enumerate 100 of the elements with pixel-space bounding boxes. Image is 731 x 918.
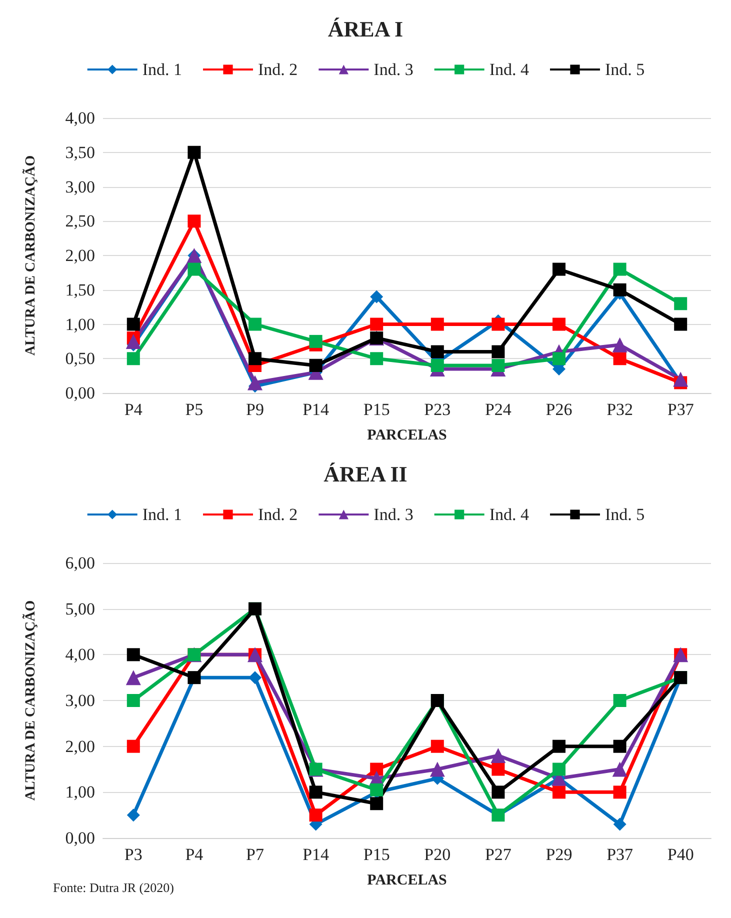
y-tick-label: 2,00 bbox=[65, 736, 95, 756]
point bbox=[309, 786, 322, 799]
x-tick-label: P23 bbox=[424, 400, 451, 419]
y-tick-label: 3,00 bbox=[65, 177, 95, 196]
chart-title: ÁREA II bbox=[324, 462, 408, 486]
point bbox=[126, 334, 141, 349]
x-tick-label: P40 bbox=[667, 845, 694, 864]
x-tick-label: P15 bbox=[363, 400, 390, 419]
point bbox=[613, 740, 626, 753]
point bbox=[126, 352, 140, 366]
x-tick-label: P5 bbox=[185, 400, 204, 419]
point bbox=[309, 359, 322, 372]
y-tick-label: 5,00 bbox=[65, 599, 95, 618]
legend-label: Ind. 1 bbox=[142, 60, 182, 79]
x-tick-label: P3 bbox=[124, 845, 142, 864]
point bbox=[492, 318, 505, 331]
x-tick-label: P29 bbox=[546, 845, 572, 864]
point bbox=[370, 290, 384, 304]
point bbox=[674, 297, 688, 310]
point bbox=[552, 262, 566, 276]
y-tick-label: 1,00 bbox=[65, 314, 95, 334]
point bbox=[309, 334, 322, 348]
point bbox=[248, 352, 262, 366]
point bbox=[126, 808, 140, 822]
x-tick-label: P20 bbox=[424, 845, 451, 864]
point bbox=[248, 671, 262, 684]
point bbox=[430, 345, 444, 358]
point bbox=[612, 337, 628, 352]
point bbox=[126, 694, 140, 707]
point bbox=[126, 318, 140, 331]
point bbox=[370, 797, 384, 810]
x-tick-label: P9 bbox=[246, 400, 264, 419]
point bbox=[492, 762, 505, 776]
x-tick-label: P4 bbox=[185, 845, 204, 864]
legend-label: Ind. 3 bbox=[374, 505, 414, 524]
y-tick-label: 4,00 bbox=[65, 108, 95, 128]
point bbox=[430, 740, 444, 753]
source-note: Fonte: Dutra JR (2020) bbox=[53, 880, 174, 895]
x-tick-label: P37 bbox=[667, 400, 694, 419]
point bbox=[370, 762, 384, 776]
point bbox=[126, 648, 140, 662]
point bbox=[188, 146, 201, 159]
point bbox=[673, 372, 688, 387]
x-tick-label: P27 bbox=[484, 845, 512, 864]
point bbox=[126, 740, 140, 753]
x-tick-label: P14 bbox=[302, 400, 330, 419]
point bbox=[309, 808, 322, 822]
point bbox=[552, 318, 566, 331]
x-axis-title: PARCELAS bbox=[367, 428, 447, 444]
point bbox=[552, 740, 566, 753]
y-tick-label: 0,00 bbox=[65, 384, 95, 402]
point bbox=[188, 214, 201, 228]
y-tick-label: 2,00 bbox=[65, 246, 95, 265]
point bbox=[188, 262, 201, 276]
x-tick-label: P32 bbox=[606, 400, 634, 419]
point bbox=[552, 762, 566, 776]
legend-label: Ind. 2 bbox=[258, 60, 298, 79]
point bbox=[248, 318, 262, 331]
x-tick-label: P7 bbox=[246, 845, 264, 864]
legend-label: Ind. 4 bbox=[489, 505, 530, 524]
legend-label: Ind. 3 bbox=[374, 60, 414, 79]
point bbox=[613, 786, 626, 799]
legend-label: Ind. 5 bbox=[604, 505, 645, 524]
y-tick-label: 0,50 bbox=[65, 349, 95, 368]
point bbox=[613, 352, 626, 366]
y-tick-label: 3,00 bbox=[65, 691, 95, 710]
point bbox=[492, 786, 505, 799]
x-tick-label: P4 bbox=[124, 400, 143, 419]
y-tick-label: 2,50 bbox=[65, 212, 95, 231]
legend-label: Ind. 2 bbox=[258, 505, 298, 524]
point bbox=[612, 762, 628, 777]
point bbox=[552, 786, 566, 799]
y-axis-title: ALTURA DE CARBONIZAÇÃO bbox=[22, 600, 38, 801]
y-tick-label: 3,50 bbox=[65, 142, 95, 162]
point bbox=[370, 352, 384, 366]
point bbox=[430, 359, 444, 372]
point bbox=[126, 670, 141, 686]
point bbox=[370, 318, 384, 331]
y-tick-label: 4,00 bbox=[65, 645, 95, 664]
point bbox=[370, 783, 384, 796]
point bbox=[492, 345, 505, 358]
x-axis-title: PARCELAS bbox=[367, 872, 447, 888]
x-tick-label: P26 bbox=[546, 400, 572, 419]
point bbox=[552, 352, 566, 366]
x-tick-label: P37 bbox=[606, 845, 634, 864]
y-tick-label: 1,50 bbox=[65, 280, 95, 300]
y-tick-label: 6,00 bbox=[65, 554, 95, 572]
point bbox=[674, 318, 688, 331]
point bbox=[613, 818, 626, 831]
chart-title: ÁREA I bbox=[328, 16, 404, 42]
y-tick-label: 0,00 bbox=[65, 828, 95, 848]
point bbox=[490, 748, 506, 763]
point bbox=[430, 318, 444, 331]
x-tick-label: P24 bbox=[484, 400, 512, 419]
y-axis-title: ALTURA DE CARBONIZAÇÃO bbox=[22, 155, 38, 356]
point bbox=[430, 762, 445, 777]
legend-label: Ind. 1 bbox=[142, 505, 182, 524]
point bbox=[613, 262, 626, 276]
point bbox=[613, 694, 626, 707]
x-tick-label: P15 bbox=[363, 845, 390, 864]
